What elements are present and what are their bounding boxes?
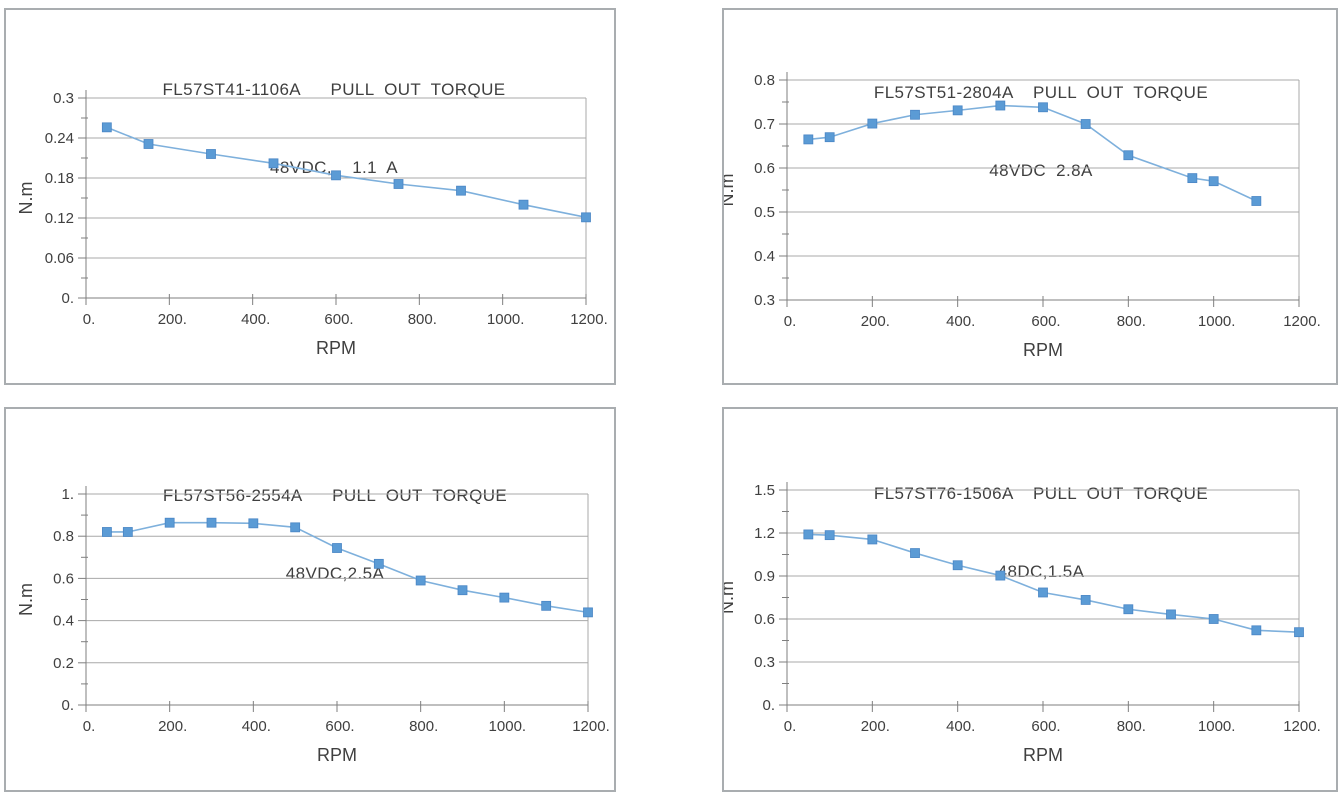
svg-text:0.4: 0.4 (53, 613, 74, 630)
chart-panel-fl57st76: FL57ST76-1506A PULL OUT TORQUE 48DC,1.5A… (722, 407, 1338, 792)
chart-title: FL57ST56-2554A PULL OUT TORQUE 48VDC,2.5… (85, 431, 585, 639)
torque-curve-chart: 0.3 0.4 0.5 0.6 0.7 0.8 0. 200. 400. 600. 800. 1000… (724, 72, 1321, 360)
svg-text:1000.: 1000. (489, 718, 527, 735)
svg-text:600.: 600. (1031, 718, 1060, 735)
svg-text:RPM: RPM (316, 338, 356, 358)
svg-text:0.5: 0.5 (754, 204, 775, 221)
svg-text:1200.: 1200. (572, 718, 610, 735)
svg-text:1.2: 1.2 (754, 525, 775, 542)
svg-text:0.3: 0.3 (53, 90, 74, 107)
svg-text:0.6: 0.6 (754, 160, 775, 177)
svg-text:1.5: 1.5 (754, 482, 775, 499)
svg-text:800.: 800. (1117, 313, 1146, 330)
svg-text:200.: 200. (158, 718, 187, 735)
torque-curve-chart: 0. 0.06 0.12 0.18 0.24 0.3 0. 200. 400. 600. 800. 1… (16, 90, 608, 358)
chart-title-line1: FL57ST56-2554A PULL OUT TORQUE (162, 486, 508, 505)
svg-text:0.9: 0.9 (754, 568, 775, 585)
svg-text:0.8: 0.8 (53, 528, 74, 545)
chart-title: FL57ST51-2804A PULL OUT TORQUE 48VDC 2.8… (791, 28, 1291, 236)
svg-text:N.m: N.m (724, 581, 737, 614)
svg-text:0.12: 0.12 (45, 210, 74, 227)
chart-panel-fl57st51: FL57ST51-2804A PULL OUT TORQUE 48VDC 2.8… (722, 8, 1338, 385)
svg-text:0.: 0. (83, 718, 96, 735)
svg-text:0.3: 0.3 (754, 292, 775, 309)
svg-text:N.m: N.m (16, 182, 36, 215)
svg-text:200.: 200. (861, 313, 890, 330)
svg-text:600.: 600. (325, 718, 354, 735)
chart-title: FL57ST76-1506A PULL OUT TORQUE 48DC,1.5A (791, 429, 1291, 637)
chart-subtitle: 48VDC 2.8A (989, 161, 1093, 180)
svg-text:0.: 0. (784, 313, 797, 330)
svg-text:0.6: 0.6 (754, 611, 775, 628)
svg-text:1000.: 1000. (1198, 313, 1236, 330)
svg-text:RPM: RPM (1023, 745, 1063, 765)
torque-curve-chart: 0. 0.2 0.4 0.6 0.8 1. 0. 200. 400. 600. 800. 1000. 1… (16, 486, 610, 765)
torque-curve-chart: 0. 0.3 0.6 0.9 1.2 1.5 0. 200. 400. 600. 800. 1000.… (724, 482, 1321, 765)
svg-text:0.4: 0.4 (754, 248, 775, 265)
svg-text:N.m: N.m (16, 583, 36, 616)
svg-text:0.: 0. (61, 290, 74, 307)
chart-title: FL57ST41-1106A PULL OUT TORQUE 48VDC, 1.… (84, 25, 584, 233)
svg-text:0.: 0. (784, 718, 797, 735)
svg-text:0.7: 0.7 (754, 116, 775, 133)
svg-text:0.: 0. (762, 697, 775, 714)
svg-text:RPM: RPM (317, 745, 357, 765)
svg-text:0.24: 0.24 (45, 130, 74, 147)
svg-text:200.: 200. (158, 311, 187, 328)
svg-text:400.: 400. (242, 718, 271, 735)
svg-text:200.: 200. (861, 718, 890, 735)
svg-text:800.: 800. (1117, 718, 1146, 735)
svg-text:800.: 800. (408, 311, 437, 328)
svg-text:800.: 800. (409, 718, 438, 735)
svg-text:0.18: 0.18 (45, 170, 74, 187)
chart-title-line1: FL57ST41-1106A PULL OUT TORQUE (162, 80, 506, 99)
svg-text:1200.: 1200. (1283, 718, 1321, 735)
chart-title-line1: FL57ST76-1506A PULL OUT TORQUE (873, 484, 1209, 503)
svg-text:1200.: 1200. (1283, 313, 1321, 330)
svg-text:1000.: 1000. (487, 311, 525, 328)
svg-text:0.: 0. (61, 697, 74, 714)
chart-title-line1: FL57ST51-2804A PULL OUT TORQUE (873, 83, 1209, 102)
svg-text:RPM: RPM (1023, 340, 1063, 360)
svg-text:1.: 1. (61, 486, 74, 503)
svg-text:400.: 400. (241, 311, 270, 328)
svg-text:1000.: 1000. (1198, 718, 1236, 735)
svg-text:600.: 600. (324, 311, 353, 328)
svg-text:0.8: 0.8 (754, 72, 775, 89)
svg-text:0.2: 0.2 (53, 655, 74, 672)
svg-text:1200.: 1200. (570, 311, 608, 328)
chart-panel-fl57st41: FL57ST41-1106A PULL OUT TORQUE 48VDC, 1.… (4, 8, 616, 385)
svg-text:400.: 400. (946, 718, 975, 735)
svg-text:0.3: 0.3 (754, 654, 775, 671)
svg-text:400.: 400. (946, 313, 975, 330)
chart-panel-fl57st56: FL57ST56-2554A PULL OUT TORQUE 48VDC,2.5… (4, 407, 616, 792)
svg-text:0.06: 0.06 (45, 250, 74, 267)
svg-text:600.: 600. (1031, 313, 1060, 330)
svg-text:N.m: N.m (724, 174, 737, 207)
svg-text:0.: 0. (83, 311, 96, 328)
svg-text:0.6: 0.6 (53, 570, 74, 587)
